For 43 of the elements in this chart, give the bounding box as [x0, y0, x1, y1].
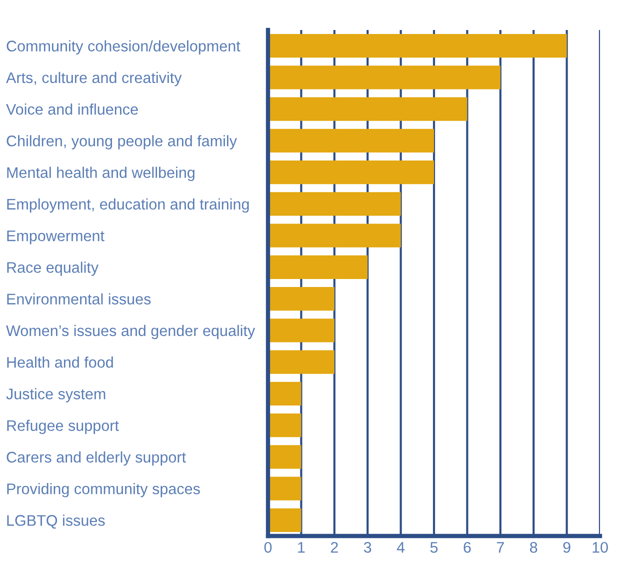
y-tick-label: Justice system [6, 388, 106, 402]
y-tick-label: Environmental issues [7, 293, 151, 304]
y-tick-label: Health and food [7, 356, 113, 368]
x-tick-label: 5 [430, 542, 438, 553]
y-tick-label: Arts, culture and creativity [6, 72, 182, 86]
y-tick-label: Providing community spaces [7, 483, 200, 498]
y-tick-label: Carers and elderly support [6, 451, 186, 466]
bar [268, 318, 334, 342]
bar [268, 160, 434, 184]
x-tick-label: 8 [530, 542, 538, 553]
y-tick-label: Women’s issues and gender equality [6, 324, 256, 340]
x-tick-label: 7 [496, 542, 504, 553]
bar [268, 255, 368, 280]
bar [268, 97, 468, 121]
x-tick-label: 4 [396, 542, 405, 553]
bar [268, 508, 302, 532]
x-tick-label: 2 [330, 542, 338, 553]
x-tick-label: 0 [264, 542, 272, 553]
x-tick-label: 6 [464, 542, 471, 553]
bar [268, 476, 302, 500]
y-tick-label: Employment, education and training [7, 198, 249, 213]
bar [268, 34, 567, 58]
y-tick-label: Children, young people and family [6, 135, 237, 150]
bar [268, 66, 500, 90]
x-tick-label: 9 [563, 542, 570, 553]
bar [268, 286, 334, 311]
x-tick-label: 3 [364, 542, 372, 553]
bar [268, 128, 434, 153]
bar [268, 224, 401, 248]
y-tick-label: Race equality [7, 262, 99, 276]
y-tick-label: Community cohesion/development [6, 40, 240, 55]
y-tick-label: Refugee support [7, 420, 119, 434]
y-tick-label: Empowerment [7, 230, 104, 244]
bar [268, 192, 401, 216]
bar [268, 445, 302, 469]
bar [268, 413, 302, 438]
y-tick-label: Mental health and wellbeing [7, 166, 194, 182]
bar [268, 350, 334, 374]
x-tick-label: 10 [592, 542, 608, 553]
y-tick-label: Voice and influence [6, 104, 138, 115]
bar [268, 382, 302, 406]
x-tick-label: 1 [298, 542, 305, 553]
y-tick-label: LGBTQ issues [7, 514, 105, 529]
